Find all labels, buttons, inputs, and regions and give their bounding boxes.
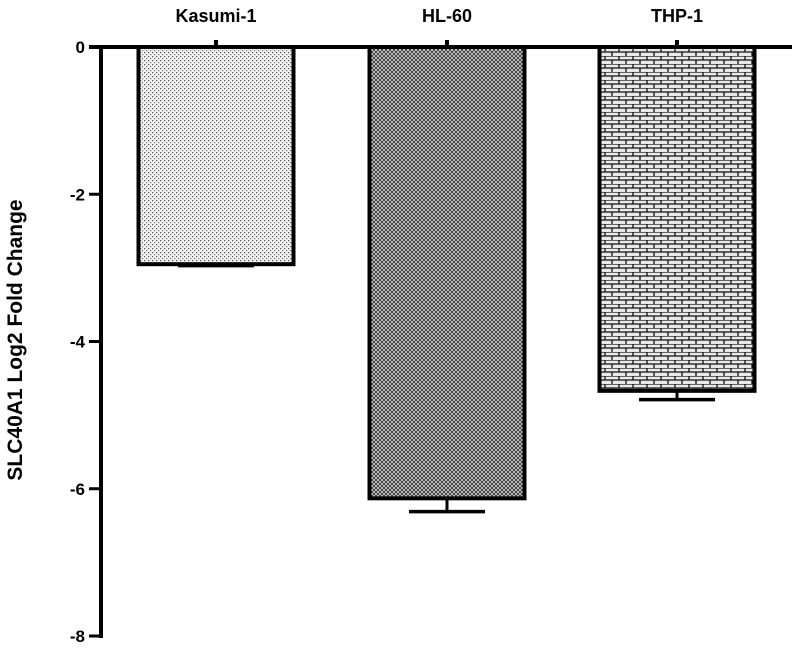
bar-thp-1 (597, 45, 757, 393)
y-tick-label: -6 (70, 480, 85, 499)
y-tick-label: -4 (70, 333, 86, 352)
y-axis-ticks: 0 -2 -4 -6 -8 (70, 38, 101, 646)
bar-kasumi-1 (136, 45, 296, 267)
y-tick-label: -2 (70, 185, 85, 204)
category-label: HL-60 (422, 6, 472, 26)
category-label: Kasumi-1 (175, 6, 256, 26)
y-axis-title: SLC40A1 Log2 Fold Change (4, 199, 27, 480)
bars (136, 45, 757, 501)
category-labels: Kasumi-1 HL-60 THP-1 (175, 6, 703, 47)
y-tick-label: 0 (76, 38, 85, 57)
bar-hl-60 (367, 45, 527, 501)
category-label: THP-1 (651, 6, 703, 26)
y-tick-label: -8 (70, 627, 85, 646)
error-bars (178, 263, 715, 514)
